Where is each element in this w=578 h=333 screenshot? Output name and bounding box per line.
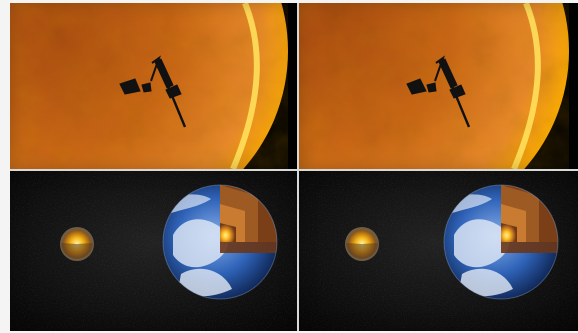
planet-panel-bottom-left xyxy=(10,171,297,331)
sun-panel-top-left xyxy=(10,3,297,169)
sun-panel-top-right xyxy=(299,3,578,169)
planet-scene-right xyxy=(299,171,578,331)
spacecraft-icon xyxy=(119,55,187,128)
earth-icon xyxy=(443,184,559,300)
spacecraft-icon xyxy=(406,55,471,128)
small-planet-icon xyxy=(60,227,94,261)
sun-scene-right xyxy=(299,3,578,169)
earth-icon xyxy=(162,184,278,300)
planet-panel-bottom-right xyxy=(299,171,578,331)
four-panel-grid xyxy=(10,3,578,331)
sun-limb xyxy=(230,3,260,169)
small-planet-icon xyxy=(345,227,379,261)
sun-scene-left xyxy=(10,3,297,169)
sun-limb xyxy=(511,3,541,169)
planet-scene-left xyxy=(10,171,297,331)
